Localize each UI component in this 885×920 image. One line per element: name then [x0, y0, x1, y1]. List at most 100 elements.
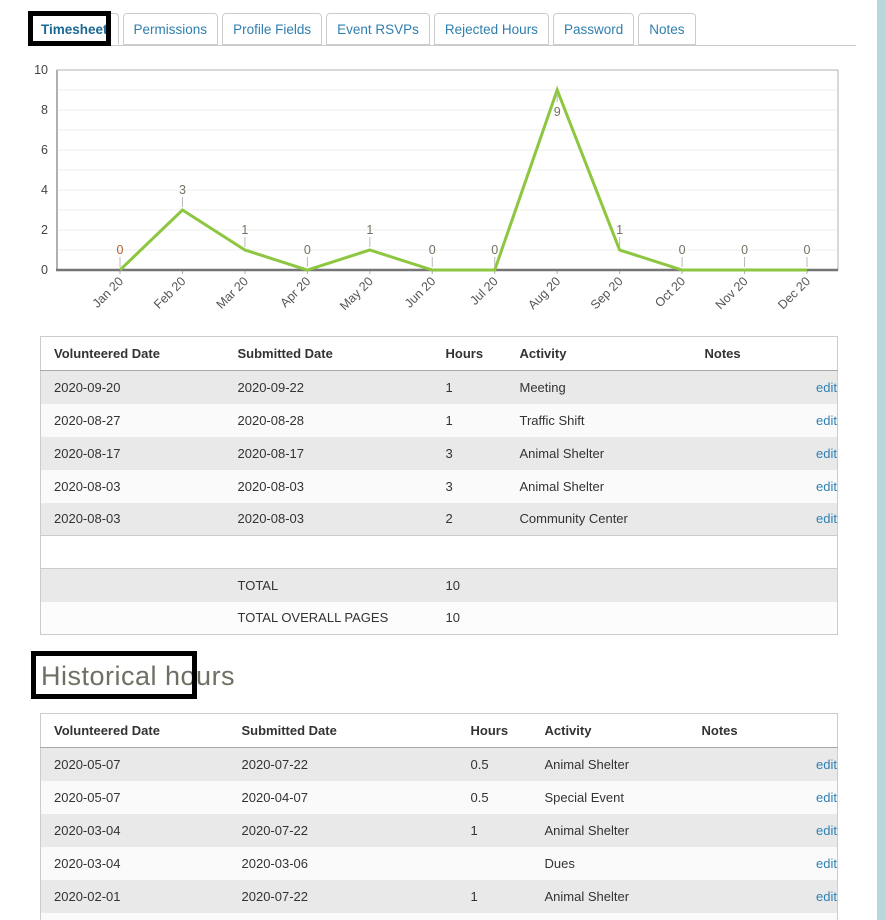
- historical-hours-heading: Historical hours: [41, 661, 236, 691]
- svg-text:0: 0: [429, 243, 436, 257]
- edit-link[interactable]: edit: [816, 888, 837, 904]
- cell-empty: [228, 912, 458, 920]
- cell-activity: Dues: [531, 846, 689, 880]
- cell-empty: [40, 912, 229, 920]
- edit-link[interactable]: edit: [816, 379, 837, 395]
- table-row: 2020-03-04 2020-03-06 Dues edit: [40, 846, 838, 880]
- tab-profile-fields[interactable]: Profile Fields: [222, 13, 323, 45]
- cell-submitted-date: 2020-08-03: [224, 469, 433, 503]
- tab-notes[interactable]: Notes: [638, 13, 696, 45]
- svg-text:0: 0: [304, 243, 311, 257]
- cell-submitted-date: 2020-09-22: [224, 370, 433, 404]
- column-header: Volunteered Date: [40, 336, 225, 371]
- edit-link[interactable]: edit: [816, 445, 837, 461]
- column-header: Activity: [531, 713, 689, 748]
- cell-edit: edit: [758, 813, 838, 847]
- historical-table-region: Volunteered Date Submitted Date Hours Activ…: [0, 713, 885, 920]
- cell-volunteered-date: 2020-02-01: [40, 879, 229, 913]
- cell-empty: [506, 535, 692, 569]
- timesheet-table-header: Volunteered Date Submitted Date Hours Activ…: [40, 336, 838, 371]
- tab-timesheet[interactable]: Timesheet: [30, 13, 119, 45]
- cell-volunteered-date: 2020-05-07: [40, 780, 229, 814]
- cell-empty: [506, 601, 692, 635]
- svg-text:10: 10: [34, 63, 48, 77]
- total-label: TOTAL: [224, 568, 433, 602]
- cell-hours: 0.5: [457, 780, 532, 814]
- cell-empty: [691, 601, 762, 635]
- svg-text:Oct 20: Oct 20: [652, 274, 688, 310]
- vertical-scrollbar[interactable]: [877, 0, 885, 920]
- cell-hours: 1: [457, 879, 532, 913]
- total-row: TOTAL 10: [40, 568, 838, 602]
- edit-link[interactable]: edit: [816, 822, 837, 838]
- total-overall-value: 10: [432, 601, 507, 635]
- tab-underline: [30, 45, 856, 46]
- cell-notes: [688, 747, 759, 781]
- cell-hours: 2: [432, 502, 507, 536]
- cell-submitted-date: 2020-07-22: [228, 747, 458, 781]
- column-header: Submitted Date: [228, 713, 458, 748]
- cell-empty: [40, 535, 225, 569]
- table-row: 2020-02-01 2020-07-22 1 Animal Shelter edit: [40, 879, 838, 913]
- tab-rejected-hours[interactable]: Rejected Hours: [433, 13, 549, 45]
- table-row: 2020-08-03 2020-08-03 2 Community Center edi…: [40, 502, 838, 536]
- svg-text:3: 3: [179, 183, 186, 197]
- cell-activity: Animal Shelter: [506, 469, 692, 503]
- cell-empty: [761, 601, 838, 635]
- tab-permissions[interactable]: Permissions: [122, 13, 219, 45]
- edit-link[interactable]: edit: [816, 412, 837, 428]
- total-value: 10: [432, 568, 507, 602]
- svg-text:0: 0: [41, 263, 48, 277]
- svg-text:Feb 20: Feb 20: [151, 274, 188, 311]
- cell-submitted-date: 2020-03-06: [228, 846, 458, 880]
- column-header: Hours: [457, 713, 532, 748]
- svg-text:1: 1: [616, 223, 623, 237]
- svg-text:Sep 20: Sep 20: [588, 274, 626, 312]
- svg-text:Apr 20: Apr 20: [278, 274, 314, 310]
- cell-edit: edit: [761, 403, 838, 437]
- svg-text:9: 9: [554, 105, 561, 119]
- cell-edit: edit: [761, 502, 838, 536]
- cell-volunteered-date: 2020-08-03: [40, 502, 225, 536]
- cell-empty: [691, 568, 762, 602]
- column-header: Notes: [691, 336, 762, 371]
- tab-password[interactable]: Password: [552, 13, 635, 45]
- column-header: [761, 336, 838, 371]
- edit-link[interactable]: edit: [816, 855, 837, 871]
- cell-activity: Community Center: [506, 502, 692, 536]
- cell-empty: [506, 568, 692, 602]
- edit-link[interactable]: edit: [816, 478, 837, 494]
- svg-text:0: 0: [741, 243, 748, 257]
- cell-volunteered-date: 2020-05-07: [40, 747, 229, 781]
- edit-link[interactable]: edit: [816, 511, 837, 527]
- table-row: 2020-09-20 2020-09-22 1 Meeting edit: [40, 370, 838, 404]
- cell-hours: 1: [432, 403, 507, 437]
- svg-text:Jan 20: Jan 20: [90, 274, 126, 310]
- column-header: [758, 713, 838, 748]
- tab-event-rsvps[interactable]: Event RSVPs: [326, 13, 430, 45]
- cell-submitted-date: 2020-08-28: [224, 403, 433, 437]
- cell-hours: [457, 846, 532, 880]
- empty-row: [40, 535, 838, 569]
- cell-volunteered-date: 2020-08-27: [40, 403, 225, 437]
- svg-text:Nov 20: Nov 20: [713, 274, 751, 312]
- svg-text:May 20: May 20: [337, 274, 376, 313]
- cell-activity: Special Event: [531, 780, 689, 814]
- svg-text:Dec 20: Dec 20: [775, 274, 813, 312]
- edit-link[interactable]: edit: [816, 789, 837, 805]
- cell-notes: [688, 780, 759, 814]
- cell-hours: 1: [457, 813, 532, 847]
- svg-text:4: 4: [41, 183, 48, 197]
- cell-edit: edit: [761, 469, 838, 503]
- cell-notes: [688, 813, 759, 847]
- svg-text:8: 8: [41, 103, 48, 117]
- cell-submitted-date: 2020-07-22: [228, 879, 458, 913]
- cell-edit: edit: [758, 780, 838, 814]
- table-row: 2020-05-07 2020-04-07 0.5 Special Event edit: [40, 780, 838, 814]
- table-row: 2020-08-27 2020-08-28 1 Traffic Shift edit: [40, 403, 838, 437]
- cell-volunteered-date: 2020-09-20: [40, 370, 225, 404]
- total-overall-pages-row: TOTAL OVERALL PAGES 10: [40, 601, 838, 635]
- cell-empty: [40, 568, 225, 602]
- edit-link[interactable]: edit: [816, 756, 837, 772]
